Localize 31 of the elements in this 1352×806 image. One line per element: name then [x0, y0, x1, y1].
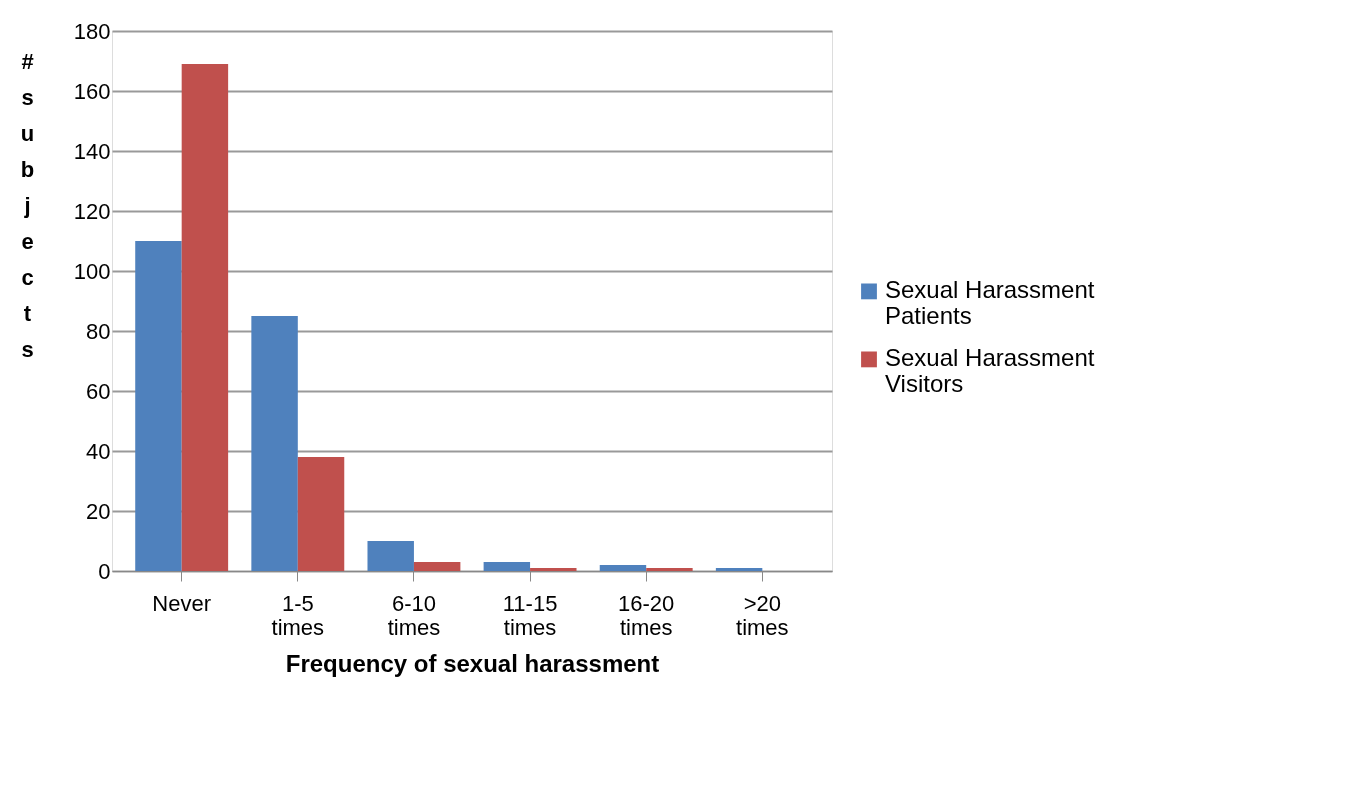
y-tick-label: 60 [86, 378, 111, 404]
legend-label: Sexual Harassment Patients [885, 276, 1095, 330]
text: # subjects [20, 48, 35, 362]
y-tick-label: 100 [73, 258, 111, 284]
bar [181, 64, 229, 571]
y-tick-label: 80 [86, 318, 111, 344]
bar [297, 457, 345, 571]
x-axis-title: Frequency of sexual harassment [285, 649, 660, 677]
x-tick-label: Never [152, 590, 212, 616]
legend-label: Sexual Harassment Visitors [885, 344, 1095, 398]
x-tick-label: 1-5 times [271, 590, 325, 640]
y-tick-label: 180 [73, 18, 111, 44]
x-tick-label: 11-15 times [502, 590, 558, 640]
bar [413, 562, 461, 571]
bar [599, 565, 647, 571]
y-tick-label: 0 [98, 558, 111, 584]
bar [646, 568, 693, 571]
bar [367, 541, 414, 571]
y-tick-label: 120 [73, 198, 111, 224]
bar [483, 562, 531, 571]
y-tick-label: 160 [73, 78, 111, 104]
bar [715, 568, 763, 571]
y-tick-label: 40 [86, 438, 111, 464]
x-tick-label: 16-20 times [618, 590, 675, 640]
bar [251, 316, 298, 571]
y-tick-label: 20 [86, 498, 111, 524]
bar [530, 568, 577, 571]
bar [135, 241, 182, 571]
y-tick-label: 140 [73, 138, 111, 164]
x-tick-label: >20 times [736, 590, 789, 640]
x-tick-label: 6-10 times [387, 590, 441, 640]
